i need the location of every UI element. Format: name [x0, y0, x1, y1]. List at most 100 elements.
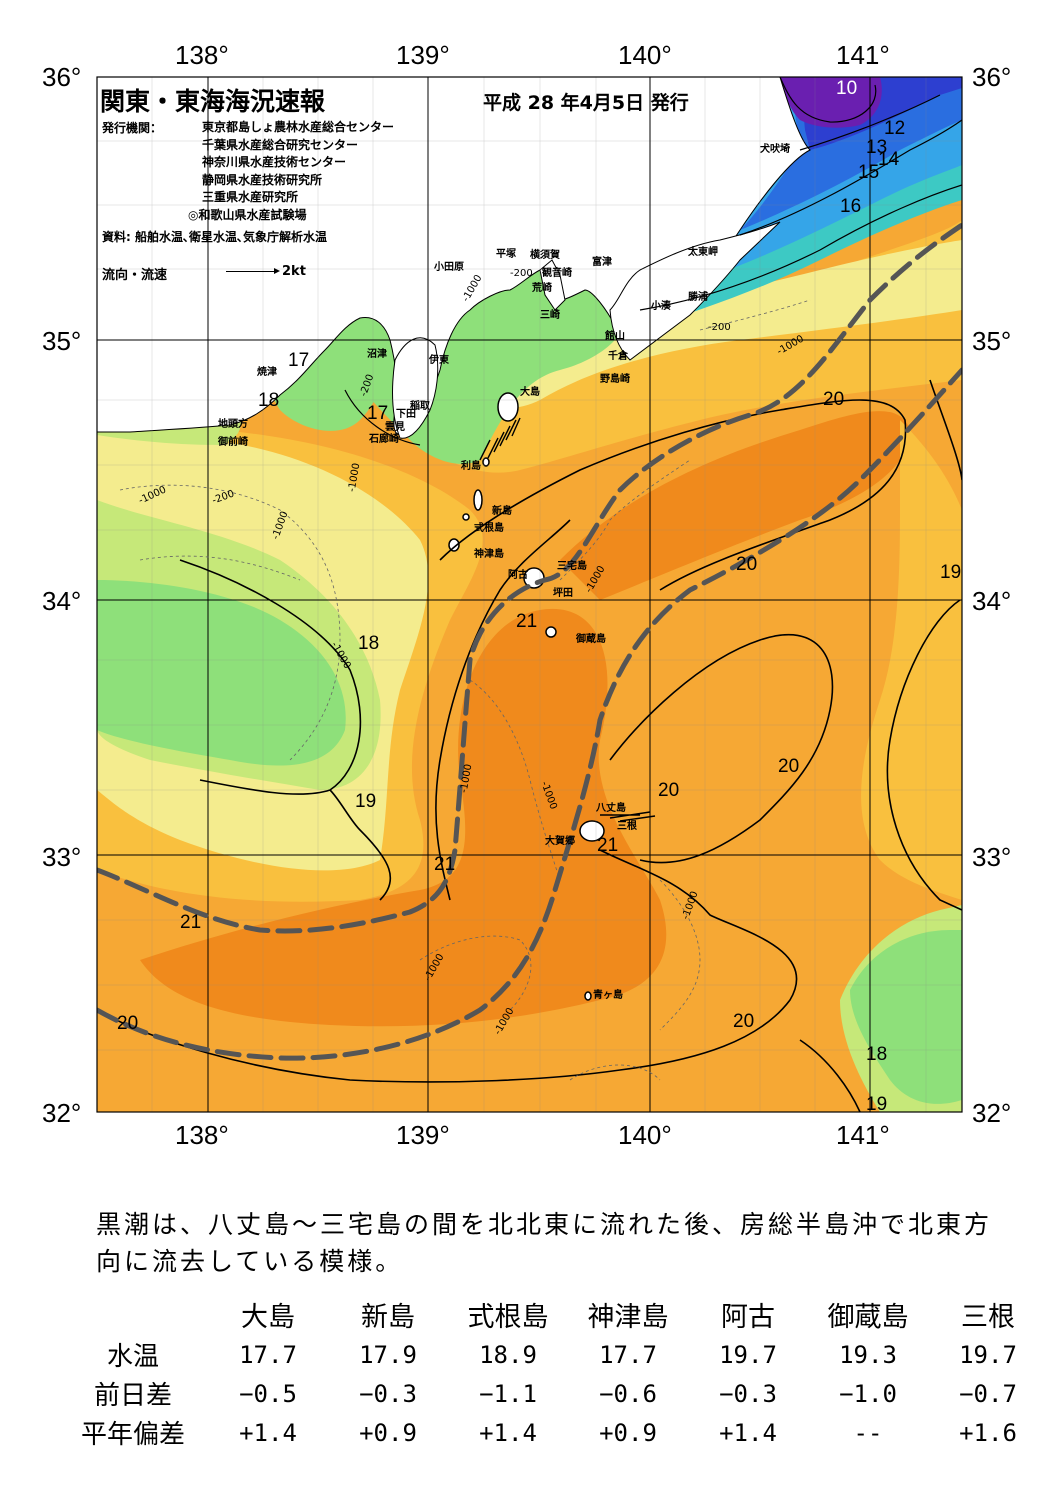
place-label: 館山 — [605, 331, 625, 342]
depth-contours — [119, 299, 811, 1081]
isotherm-label: 18 — [866, 1044, 888, 1065]
table-cell: −1.1 — [479, 1379, 537, 1408]
lon-label-top-139: 139° — [396, 40, 450, 70]
place-label: 大島 — [520, 387, 540, 398]
map-title: 関東・東海海況速報 — [100, 87, 326, 116]
lat-label-left-36: 36° — [42, 62, 82, 92]
isotherm-label: 21 — [516, 611, 538, 632]
note-text: 黒潮は、八丈島～三宅島の間を北北東に流れた後、房総半島沖で北東方向に流去している… — [96, 1210, 993, 1276]
isotherm-label: 10 — [836, 78, 858, 99]
issuer-item: ◎和歌山県水産試験場 — [188, 207, 307, 222]
issuer-item: 東京都島しょ農林水産総合センター — [202, 120, 395, 134]
isotherm-label: 20 — [658, 780, 680, 801]
place-label: 利島 — [461, 461, 481, 472]
island-niijima — [473, 489, 483, 511]
data-source: 資料: 船舶水温､衛星水温､気象庁解析水温 — [102, 230, 327, 244]
place-label: 伊東 — [429, 355, 449, 366]
lon-label-top-138: 138° — [175, 40, 229, 70]
table-cell: +0.9 — [359, 1418, 417, 1447]
sst-zone-17-southeast — [850, 930, 962, 1104]
place-label: 犬吠埼 — [760, 144, 790, 155]
lat-label-right-34: 34° — [972, 586, 1012, 616]
place-label: 勝浦 — [688, 292, 708, 303]
station-header: 阿古 — [721, 1302, 775, 1333]
table-cell: +0.9 — [599, 1418, 657, 1447]
isotherm-label: 20 — [117, 1013, 139, 1034]
island-hachijojima — [579, 820, 605, 842]
place-label: 小湊 — [651, 301, 671, 312]
isotherm-label: 18 — [258, 390, 280, 411]
isotherm-label: 21 — [597, 835, 619, 856]
table-cell: −0.3 — [359, 1379, 417, 1408]
place-label: 大賀郷 — [545, 836, 575, 847]
isotherm-label: 17 — [367, 403, 389, 424]
table-cell: −0.7 — [959, 1379, 1017, 1408]
island-toshima — [482, 457, 490, 467]
lat-label-right-35: 35° — [972, 326, 1012, 356]
lat-lon-grid — [97, 77, 962, 1112]
sst-zone-14 — [740, 77, 962, 230]
row-label: 平年偏差 — [80, 1420, 185, 1450]
place-label: 地頭方 — [218, 419, 248, 430]
place-label: 千倉 — [608, 351, 628, 362]
kuroshio-note: 黒潮は、八丈島～三宅島の間を北北東に流れた後、房総半島沖で北東方向に流去している… — [60, 1206, 1020, 1280]
isotherm-label: 20 — [736, 554, 758, 575]
place-label: 阿古 — [508, 570, 528, 581]
place-label: 石廊崎 — [369, 434, 399, 445]
place-label: 新島 — [492, 506, 512, 517]
table-cell: 17.7 — [599, 1340, 657, 1369]
table-cell: −1.0 — [839, 1379, 897, 1408]
lat-label-right-32: 32° — [972, 1098, 1012, 1128]
issue-date: 平成 28 年4月5日 発行 — [483, 92, 689, 114]
isotherm-label: 19 — [940, 562, 962, 583]
lat-label-left-32: 32° — [42, 1098, 82, 1128]
table-cell: 17.7 — [239, 1340, 297, 1369]
lon-label-bottom-139: 139° — [396, 1120, 450, 1150]
issuer-label: 発行機関： — [102, 121, 163, 135]
table-header-row: 大島 新島 式根島 神津島 阿古 御蔵島 三根 — [58, 1294, 1048, 1335]
place-label: 観音崎 — [542, 268, 572, 279]
isotherm-label: 16 — [840, 196, 862, 217]
table-cell: 18.9 — [479, 1340, 537, 1369]
isotherm-label: 19 — [355, 791, 377, 812]
place-label: 神津島 — [474, 549, 504, 560]
isotherm-label: 18 — [358, 633, 380, 654]
current-arrows — [479, 417, 656, 822]
place-label: 野島崎 — [600, 374, 630, 385]
isotherm-label: 19 — [866, 1094, 888, 1115]
lat-label-left-35: 35° — [42, 326, 82, 356]
table-cell: −0.5 — [239, 1379, 297, 1408]
place-label: 御前崎 — [218, 437, 248, 448]
lon-label-bottom-140: 140° — [618, 1120, 672, 1150]
isotherm-label: 21 — [180, 912, 202, 933]
table-row: 前日差 −0.5 −0.3 −1.1 −0.6 −0.3 −1.0 −0.7 — [58, 1374, 1048, 1413]
land-miura — [539, 259, 566, 311]
place-label: 青ヶ島 — [593, 990, 623, 1001]
legend-value: 2kt — [282, 264, 306, 279]
table-cell: 17.9 — [359, 1340, 417, 1369]
place-label: 式根島 — [474, 523, 504, 534]
observation-table: 大島 新島 式根島 神津島 阿古 御蔵島 三根 水温 17.7 17.9 18.… — [58, 1294, 1048, 1452]
island-mikurajima — [545, 626, 557, 638]
kuroshio-axis — [97, 222, 962, 1061]
place-label: 三崎 — [540, 310, 560, 321]
legend-arrow-icon — [226, 268, 280, 274]
station-header: 新島 — [361, 1302, 415, 1333]
place-label: 沼津 — [367, 349, 387, 360]
place-label: 八丈島 — [596, 803, 626, 814]
lat-label-left-34: 34° — [42, 586, 82, 616]
legend-label: 流向・流速 — [102, 268, 168, 283]
place-label: 御蔵島 — [576, 634, 606, 645]
sst-zone-21b — [560, 411, 910, 600]
station-header: 御蔵島 — [827, 1302, 909, 1333]
lat-label-right-36: 36° — [972, 62, 1012, 92]
place-label: 三根 — [617, 821, 637, 832]
lon-label-top-140: 140° — [618, 40, 672, 70]
sst-zone-21 — [140, 608, 667, 1027]
lat-label-right-33: 33° — [972, 842, 1012, 872]
table-cell: +1.4 — [479, 1418, 537, 1447]
isotherm-label: 12 — [884, 118, 906, 139]
isotherm-label: 13 — [866, 137, 888, 158]
table-row: 水温 17.7 17.9 18.9 17.7 19.7 19.3 19.7 — [58, 1335, 1048, 1374]
station-header: 三根 — [961, 1302, 1015, 1333]
